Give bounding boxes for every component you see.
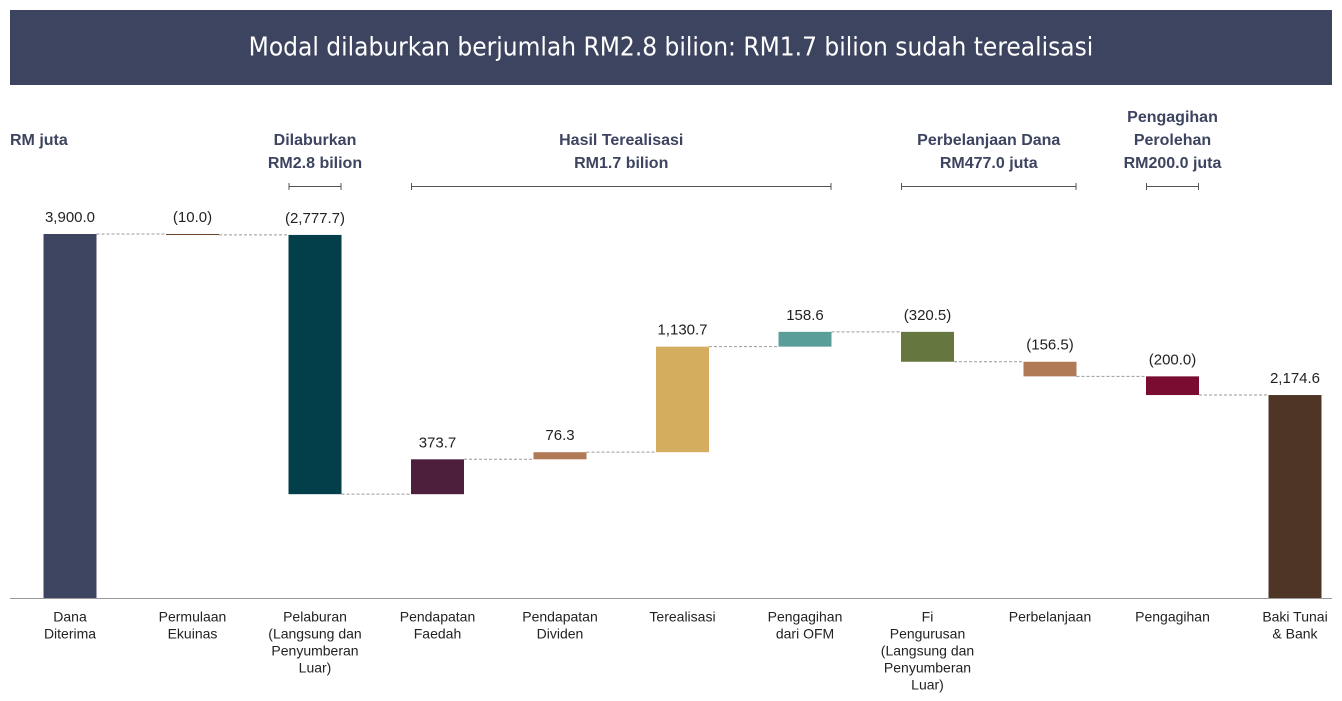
value-label: 373.7 bbox=[419, 434, 457, 451]
value-label: 3,900.0 bbox=[45, 209, 95, 226]
value-label: 2,174.6 bbox=[1270, 370, 1320, 387]
group-subtitle: RM2.8 bilion bbox=[268, 155, 362, 172]
chart-title: Modal dilaburkan berjumlah RM2.8 bilion:… bbox=[249, 33, 1094, 63]
x-tick-label: Luar) bbox=[299, 660, 332, 676]
value-label: (156.5) bbox=[1026, 337, 1074, 354]
x-tick-label: Pengurusan bbox=[890, 626, 966, 642]
x-tick-label: Pendapatan bbox=[400, 609, 476, 625]
y-axis-label: RM juta bbox=[10, 132, 68, 149]
title-banner bbox=[10, 10, 1332, 85]
value-label: 1,130.7 bbox=[657, 322, 707, 339]
value-label: (200.0) bbox=[1149, 351, 1197, 368]
x-tick-label: (Langsung dan bbox=[881, 643, 974, 659]
x-tick-label: Fi bbox=[922, 609, 934, 625]
x-tick-label: Pelaburan bbox=[283, 609, 347, 625]
bar bbox=[656, 346, 709, 453]
group-subtitle: RM200.0 juta bbox=[1124, 155, 1222, 172]
group-title: Perolehan bbox=[1134, 132, 1211, 149]
value-label: (320.5) bbox=[904, 307, 952, 324]
bar bbox=[1146, 376, 1199, 396]
x-tick-label: Dividen bbox=[537, 626, 584, 642]
x-tick-label: Penyumberan bbox=[884, 660, 971, 676]
value-label: (2,777.7) bbox=[285, 210, 345, 227]
x-tick-label: Perbelanjaan bbox=[1009, 609, 1092, 625]
x-tick-label: dari OFM bbox=[776, 626, 834, 642]
bar bbox=[288, 234, 342, 495]
x-tick-label: Baki Tunai bbox=[1262, 609, 1327, 625]
bar bbox=[43, 234, 97, 598]
group-title: Dilaburkan bbox=[274, 132, 357, 149]
x-tick-label: Luar) bbox=[911, 677, 944, 693]
x-tick-label: Faedah bbox=[414, 626, 461, 642]
group-title: Perbelanjaan Dana bbox=[917, 132, 1060, 149]
value-label: 76.3 bbox=[545, 427, 574, 444]
bar bbox=[1268, 395, 1322, 598]
x-tick-label: Pengagihan bbox=[1135, 609, 1210, 625]
x-tick-label: Terealisasi bbox=[649, 609, 715, 625]
x-tick-label: Pendapatan bbox=[522, 609, 598, 625]
x-tick-label: Permulaan bbox=[159, 609, 227, 625]
group-subtitle: RM1.7 bilion bbox=[574, 155, 668, 172]
bar bbox=[166, 234, 219, 235]
x-tick-label: (Langsung dan bbox=[268, 626, 361, 642]
bar bbox=[901, 331, 954, 362]
bar bbox=[778, 331, 832, 347]
bar bbox=[411, 459, 464, 495]
group-title: Hasil Terealisasi bbox=[559, 132, 683, 149]
group-subtitle: RM477.0 juta bbox=[940, 155, 1038, 172]
value-label: 158.6 bbox=[786, 307, 824, 324]
bar bbox=[533, 452, 587, 460]
x-tick-label: Diterima bbox=[44, 626, 96, 642]
bar bbox=[1023, 361, 1077, 377]
x-tick-label: Ekuinas bbox=[168, 626, 218, 642]
x-tick-label: Penyumberan bbox=[271, 643, 358, 659]
group-title: Pengagihan bbox=[1127, 109, 1218, 126]
x-tick-label: Pengagihan bbox=[768, 609, 843, 625]
x-tick-label: & Bank bbox=[1272, 626, 1318, 642]
value-label: (10.0) bbox=[173, 209, 212, 226]
x-tick-label: Dana bbox=[53, 609, 87, 625]
